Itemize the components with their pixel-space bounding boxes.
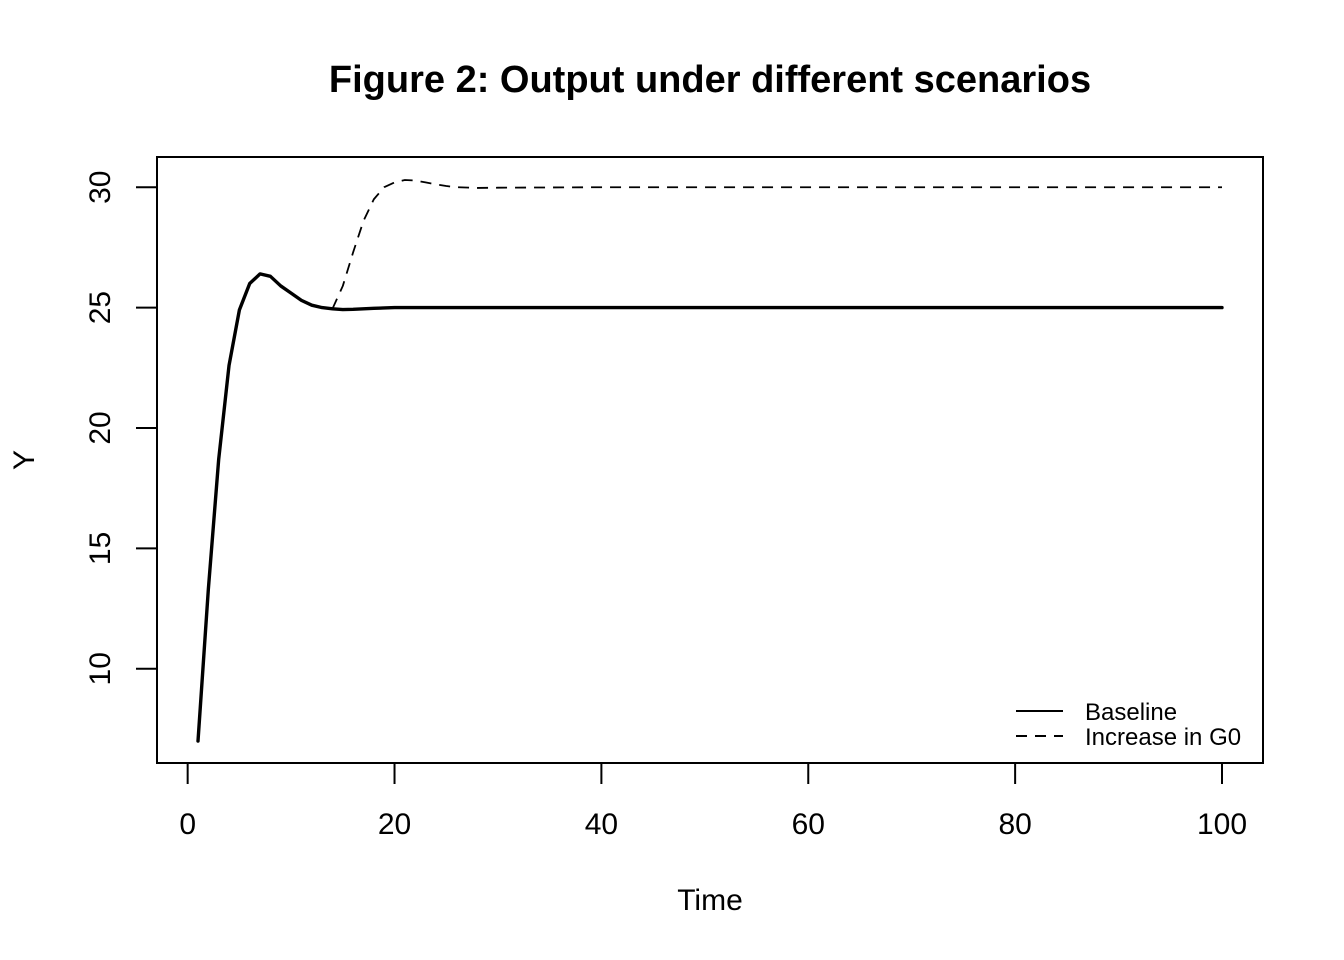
y-axis: 10 15 20 25 30	[84, 171, 158, 685]
legend-label-0: Baseline	[1085, 699, 1177, 726]
series-line-0	[196, 272, 1224, 743]
y-tick-label: 25	[84, 291, 117, 324]
x-axis: 0 20 40 60 80 100	[179, 762, 1247, 841]
y-axis-label: Y	[8, 450, 41, 470]
y-tick-label: 10	[84, 652, 117, 685]
series-line-1	[331, 179, 1222, 310]
y-tick-label: 15	[84, 532, 117, 565]
x-tick-label: 40	[585, 808, 618, 841]
plot-box	[156, 156, 1264, 764]
x-tick-label: 60	[792, 808, 825, 841]
x-tick-label: 0	[179, 808, 196, 841]
series-layer	[196, 179, 1224, 743]
y-tick-label: 30	[84, 171, 117, 204]
x-axis-label: Time	[677, 884, 743, 917]
legend-label-1: Increase in G0	[1085, 724, 1241, 751]
y-tick-label: 20	[84, 411, 117, 444]
x-tick-label: 100	[1197, 808, 1247, 841]
x-tick-label: 80	[998, 808, 1031, 841]
chart-title: Figure 2: Output under different scenari…	[329, 59, 1091, 101]
x-tick-label: 20	[378, 808, 411, 841]
